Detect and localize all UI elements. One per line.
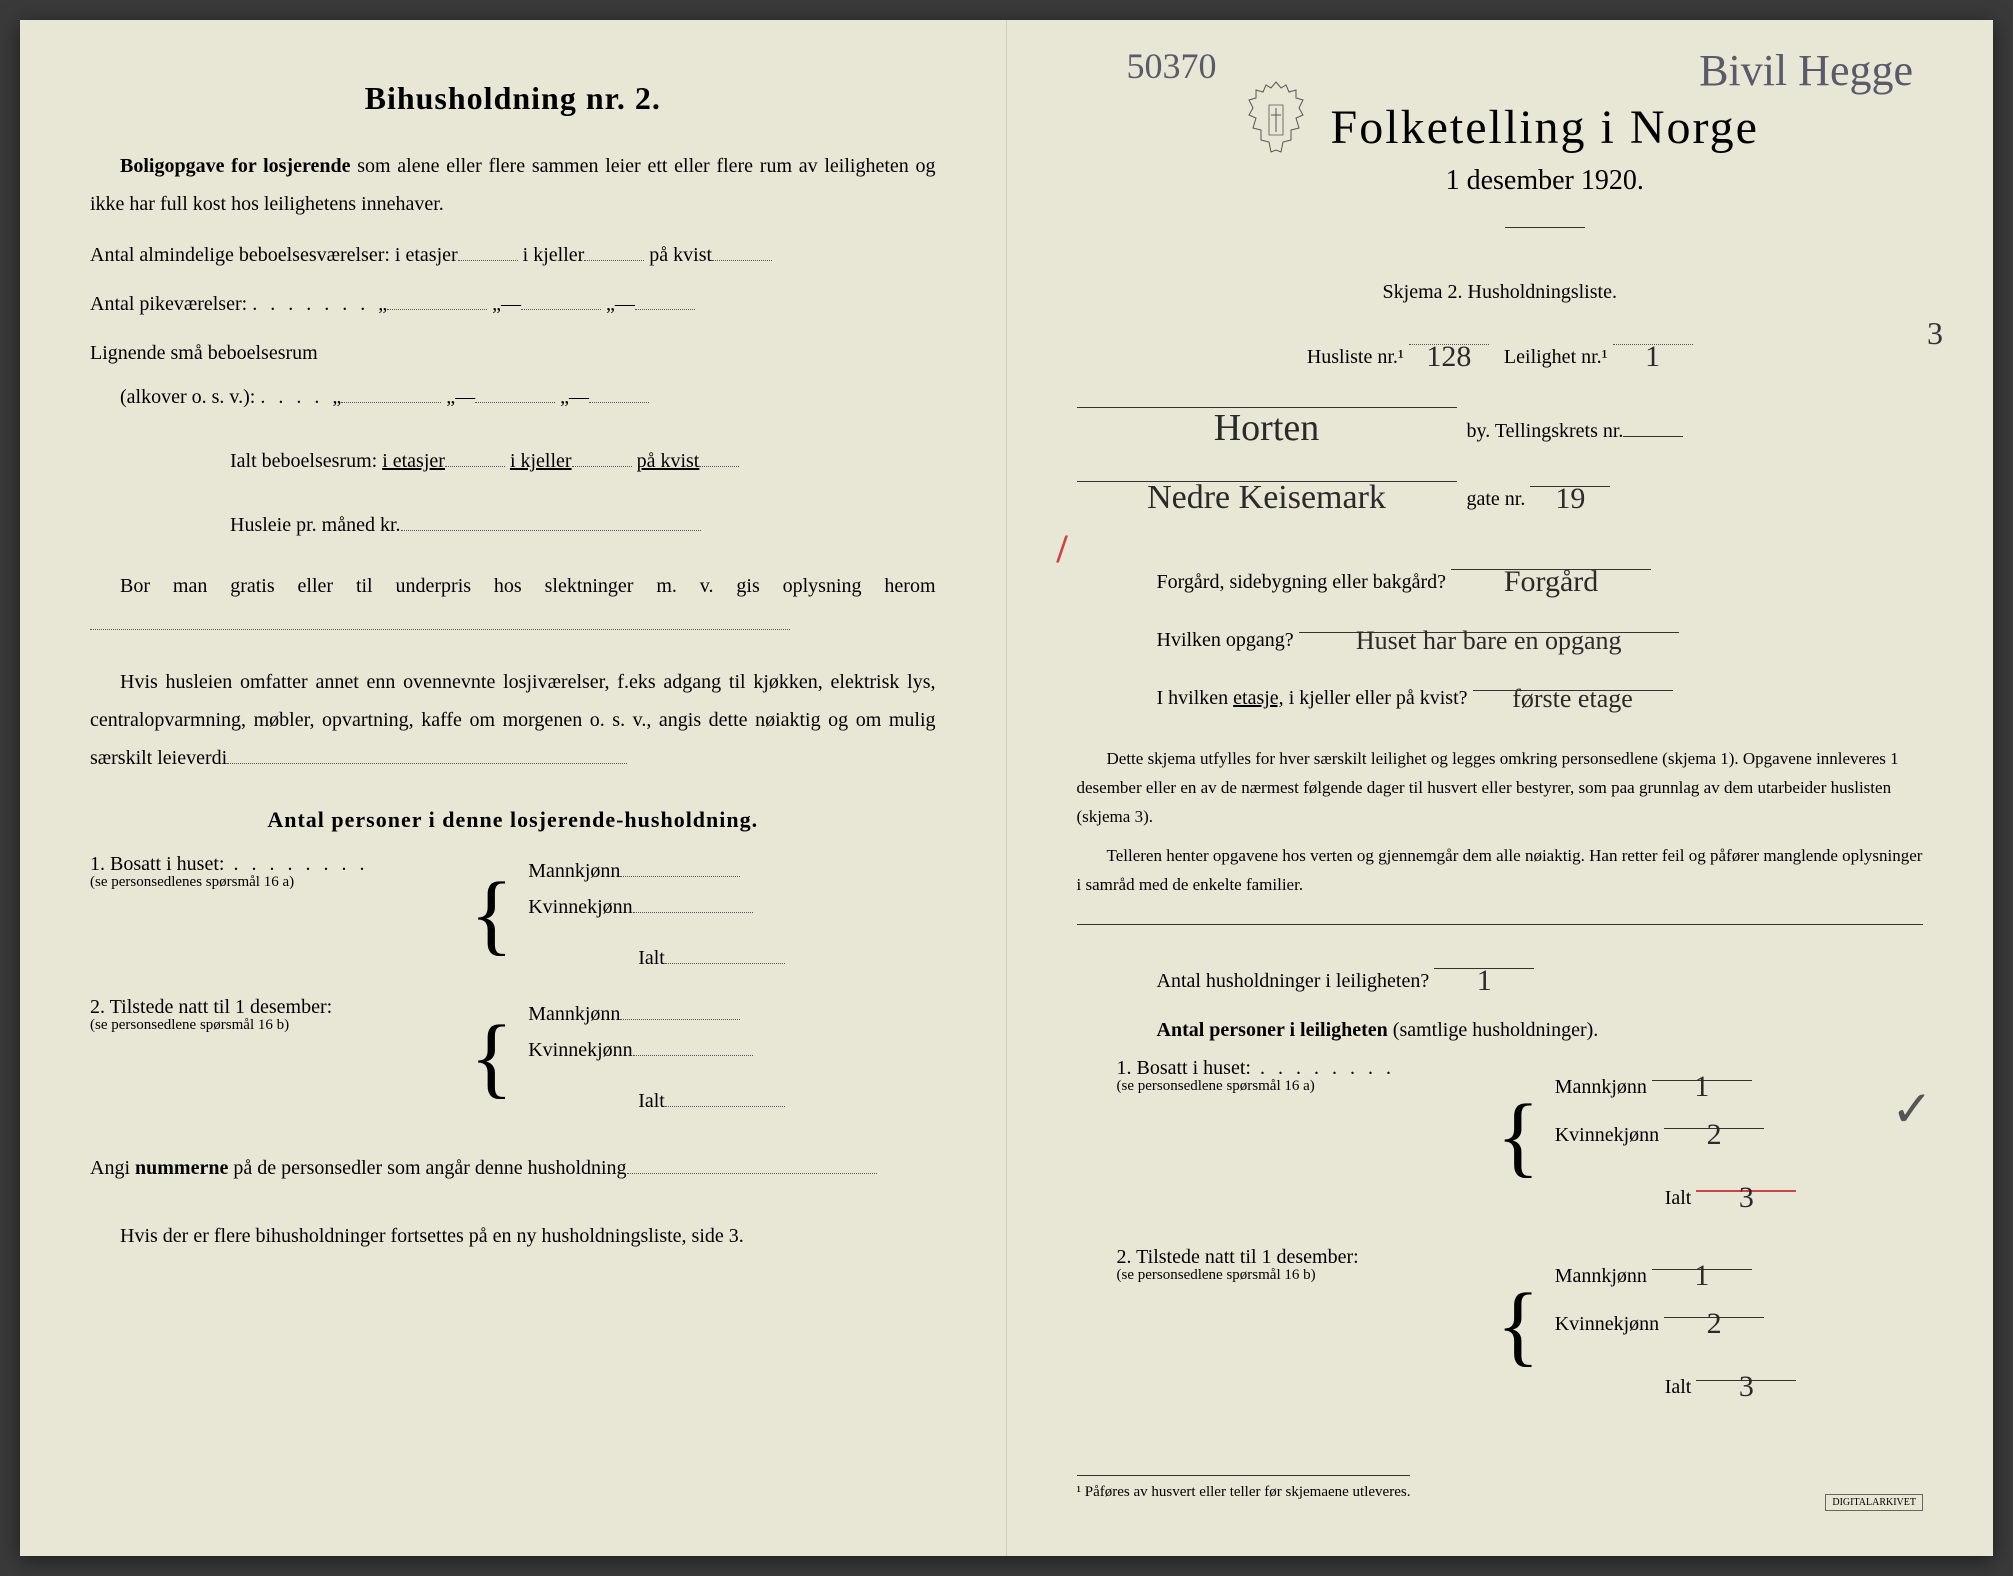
q1: Forgård, sidebygning eller bakgård? Forg…	[1157, 546, 1924, 604]
brace-icon: {	[470, 1026, 513, 1089]
husliste-line: Husliste nr.¹ 128 Leilighet nr.¹ 1	[1077, 321, 1924, 379]
intro-bold: Boligopgave for losjerende	[120, 155, 350, 177]
left-page: Bihusholdning nr. 2. Boligopgave for los…	[20, 20, 1007, 1556]
field-i1: 3	[1696, 1168, 1796, 1192]
count-block-r1: 1. Bosatt i huset: . . . . . . . . (se p…	[1117, 1057, 1924, 1216]
header-block: Folketelling i Norge 1 desember 1920.	[1077, 80, 1924, 253]
field	[90, 606, 790, 630]
hush-field: 1	[1434, 945, 1534, 969]
footnote: ¹ Påføres av husvert eller teller før sk…	[1077, 1475, 1411, 1501]
field	[665, 940, 785, 964]
field	[521, 286, 601, 310]
annotation-name: Bivil Hegge	[1699, 45, 1913, 96]
field	[572, 443, 632, 467]
field	[387, 286, 487, 310]
hush-line: Antal husholdninger i leiligheten? 1	[1157, 945, 1924, 1003]
brace-icon: {	[1497, 1294, 1540, 1357]
left-heading: Bihusholdning nr. 2.	[90, 80, 936, 117]
field	[633, 889, 753, 913]
line-rooms: Antal almindelige beboelsesværelser: i e…	[90, 233, 936, 277]
field	[227, 740, 627, 764]
field-k2: 2	[1664, 1294, 1764, 1318]
field	[665, 1083, 785, 1107]
field	[699, 443, 739, 467]
q2-field: Huset har bare en opgang	[1299, 609, 1679, 633]
field-m1: 1	[1652, 1057, 1752, 1081]
line-omfatter: Hvis husleien omfatter annet enn ovennev…	[90, 663, 936, 777]
field-k1: 2	[1664, 1105, 1764, 1129]
hr	[1077, 924, 1924, 925]
husliste-field: 128	[1409, 321, 1489, 345]
margin-number: 3	[1927, 315, 1943, 352]
intro-para: Boligopgave for losjerende som alene ell…	[90, 147, 936, 223]
questions-block: Forgård, sidebygning eller bakgård? Forg…	[1157, 546, 1924, 720]
field	[584, 237, 644, 261]
archive-stamp: DIGITALARKIVET	[1825, 1494, 1923, 1511]
field-m2: 1	[1652, 1246, 1752, 1270]
field	[589, 379, 649, 403]
line-alkover: Lignende små beboelsesrum (alkover o. s.…	[90, 331, 936, 419]
by-line: Horten by. Tellingskrets nr.	[1077, 384, 1924, 453]
field	[1623, 413, 1683, 437]
annotation-number: 50370	[1127, 45, 1217, 87]
gate-nr-field: 19	[1530, 463, 1610, 487]
bottom-line-1: Angi nummerne på de personsedler som ang…	[90, 1149, 936, 1187]
checkmark-icon: ✓	[1891, 1080, 1933, 1138]
field	[627, 1150, 877, 1174]
gate-line: Nedre Keisemark gate nr. 19	[1077, 458, 1924, 521]
gate-field: Nedre Keisemark	[1077, 458, 1457, 482]
instructions-1: Dette skjema utfylles for hver særskilt …	[1077, 745, 1924, 832]
brace-icon: {	[470, 883, 513, 946]
q3: I hvilken etasje, i kjeller eller på kvi…	[1157, 667, 1924, 720]
bottom-line-2: Hvis der er flere bihusholdninger fortse…	[90, 1217, 936, 1255]
line-husleie: Husleie pr. måned kr.	[230, 503, 936, 547]
right-page: 50370 Bivil Hegge Folketelling i Norge 1…	[1007, 20, 1994, 1556]
field	[620, 853, 740, 877]
date-line: 1 desember 1920.	[1331, 165, 1759, 197]
by-field: Horten	[1077, 384, 1457, 408]
q2: Hvilken opgang? Huset har bare en opgang	[1157, 609, 1924, 662]
field	[635, 286, 695, 310]
brace-icon: {	[1497, 1105, 1540, 1168]
line-gratis: Bor man gratis eller til underpris hos s…	[90, 567, 936, 643]
instructions-2: Telleren henter opgavene hos verten og g…	[1077, 842, 1924, 900]
line-pike: Antal pikeværelser: . . . . . . . „ „— „…	[90, 282, 936, 326]
red-mark-icon: /	[1057, 525, 1068, 572]
footnote-wrap: ¹ Påføres av husvert eller teller før sk…	[1077, 1445, 1924, 1501]
field	[620, 996, 740, 1020]
left-section-heading: Antal personer i denne losjerende-hushol…	[90, 807, 936, 833]
leilighet-field: 1	[1613, 321, 1693, 345]
count-block-r2: 2. Tilstede natt til 1 desember: (se per…	[1117, 1246, 1924, 1405]
field	[341, 379, 441, 403]
field	[712, 237, 772, 261]
main-title: Folketelling i Norge	[1331, 100, 1759, 155]
field	[475, 379, 555, 403]
schema-line: Skjema 2. Husholdningsliste.	[1077, 273, 1924, 311]
field	[445, 443, 505, 467]
norway-crest-icon	[1241, 80, 1311, 170]
q1-field: Forgård	[1451, 546, 1651, 570]
count-block-2: 2. Tilstede natt til 1 desember: (se per…	[90, 996, 936, 1119]
q3-field: første etage	[1473, 667, 1673, 691]
field-i2: 3	[1696, 1357, 1796, 1381]
divider	[1505, 227, 1585, 228]
section-heading-right: Antal personer i leiligheten (samtlige h…	[1157, 1008, 1924, 1052]
field	[633, 1032, 753, 1056]
line-ialt: Ialt beboelsesrum: i etasjer i kjeller p…	[230, 439, 936, 483]
count-block-1: 1. Bosatt i huset: . . . . . . . . (se p…	[90, 853, 936, 976]
field	[458, 237, 518, 261]
census-document: Bihusholdning nr. 2. Boligopgave for los…	[20, 20, 1993, 1556]
field	[401, 507, 701, 531]
